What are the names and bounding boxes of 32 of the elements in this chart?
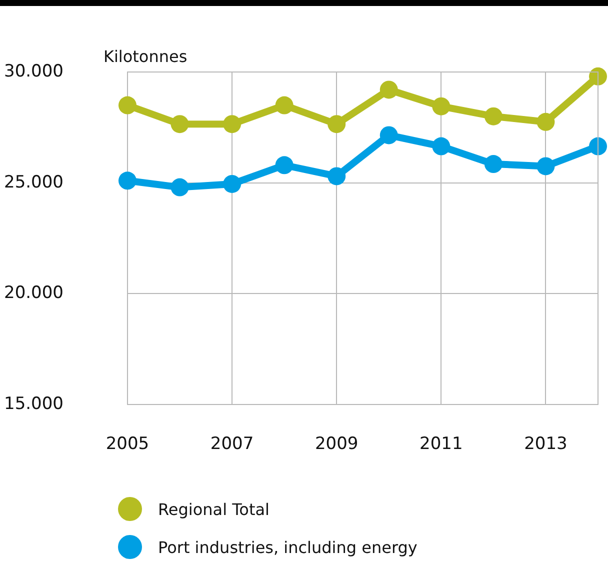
point bbox=[484, 155, 502, 174]
point bbox=[380, 80, 398, 99]
point bbox=[275, 156, 294, 174]
x-tick-label: 2013 bbox=[524, 434, 568, 454]
point bbox=[432, 97, 450, 116]
point bbox=[223, 115, 242, 134]
x-tick-label: 2007 bbox=[210, 434, 254, 454]
point bbox=[328, 115, 346, 134]
legend-label: Regional Total bbox=[158, 500, 270, 518]
legend-label: Port industries, including energy bbox=[158, 538, 418, 556]
point bbox=[328, 167, 346, 186]
x-tick-label: 2005 bbox=[106, 434, 150, 454]
point bbox=[170, 178, 189, 196]
point bbox=[536, 157, 555, 176]
point bbox=[589, 137, 607, 156]
point bbox=[223, 174, 242, 193]
point bbox=[484, 107, 502, 126]
point bbox=[170, 115, 189, 134]
point bbox=[380, 126, 398, 144]
point bbox=[432, 137, 450, 156]
point bbox=[118, 96, 136, 114]
y-tick-label: 20.000 bbox=[4, 283, 64, 304]
x-tick-label: 2011 bbox=[420, 434, 463, 454]
y-tick-label: 30.000 bbox=[4, 61, 64, 82]
point bbox=[275, 96, 294, 114]
point bbox=[118, 172, 136, 190]
x-tick-label: 2009 bbox=[314, 434, 358, 454]
point bbox=[536, 112, 555, 131]
y-axis-title: Kilotonnes bbox=[103, 47, 188, 66]
y-tick-label: 25.000 bbox=[4, 172, 64, 192]
point bbox=[589, 67, 607, 86]
y-tick-label: 15.000 bbox=[4, 394, 64, 414]
